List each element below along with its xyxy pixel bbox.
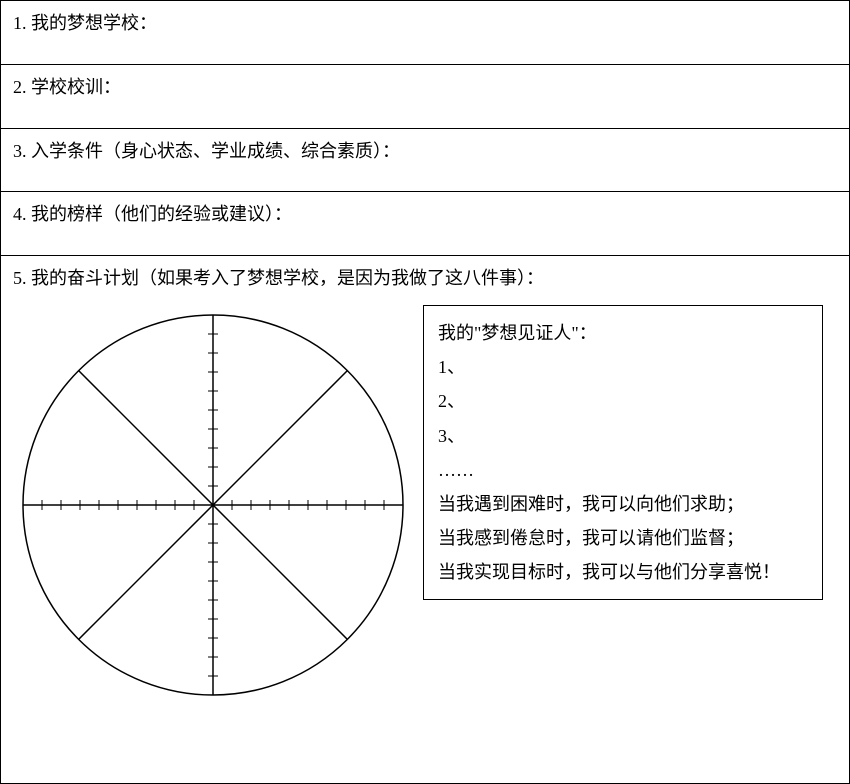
witness-box: 我的"梦想见证人"： 1、 2、 3、 …… 当我遇到困难时，我可以向他们求助；… [423, 305, 823, 601]
witness-item-2: 2、 [438, 384, 808, 418]
witness-item-1: 1、 [438, 350, 808, 384]
label-role-model: 4. 我的榜样（他们的经验或建议）： [13, 204, 292, 224]
row-school-motto: 2. 学校校训： [1, 65, 849, 129]
label-dream-school: 1. 我的梦想学校： [13, 13, 157, 33]
label-plan: 5. 我的奋斗计划（如果考入了梦想学校，是因为我做了这八件事）： [13, 264, 837, 293]
row-admission: 3. 入学条件（身心状态、学业成绩、综合素质）： [1, 129, 849, 193]
witness-line-1: 当我遇到困难时，我可以向他们求助； [438, 487, 808, 521]
row-dream-school: 1. 我的梦想学校： [1, 1, 849, 65]
worksheet-table: 1. 我的梦想学校： 2. 学校校训： 3. 入学条件（身心状态、学业成绩、综合… [0, 0, 850, 784]
label-admission: 3. 入学条件（身心状态、学业成绩、综合素质）： [13, 141, 400, 161]
witness-line-2: 当我感到倦怠时，我可以请他们监督； [438, 521, 808, 555]
witness-ellipsis: …… [438, 453, 808, 487]
witness-line-3: 当我实现目标时，我可以与他们分享喜悦！ [438, 555, 808, 589]
row-plan: 5. 我的奋斗计划（如果考入了梦想学校，是因为我做了这八件事）： 我的"梦想见证… [1, 256, 849, 715]
witness-title: 我的"梦想见证人"： [438, 316, 808, 350]
witness-item-3: 3、 [438, 419, 808, 453]
wheel-diagram [13, 305, 413, 705]
row-role-model: 4. 我的榜样（他们的经验或建议）： [1, 192, 849, 256]
label-school-motto: 2. 学校校训： [13, 77, 121, 97]
plan-content: 我的"梦想见证人"： 1、 2、 3、 …… 当我遇到困难时，我可以向他们求助；… [13, 305, 837, 705]
